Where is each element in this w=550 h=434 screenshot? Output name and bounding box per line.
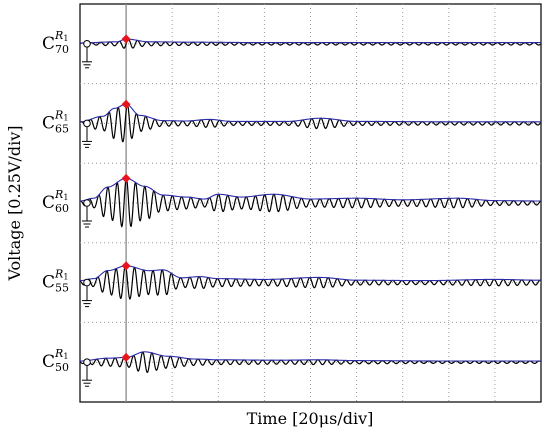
envelope-C70 <box>80 38 541 44</box>
plot-area <box>79 3 542 403</box>
peak-marker-C60 <box>121 173 131 183</box>
channel-label-C65: CR1 65 <box>42 108 69 135</box>
trace-C65 <box>79 99 542 143</box>
ground-symbols <box>82 40 92 387</box>
ground-ring <box>83 278 91 287</box>
channel-label-C70: CR1 70 <box>42 29 69 56</box>
peak-marker-C65 <box>121 99 131 109</box>
ground-ring <box>83 358 91 367</box>
ground-icon <box>82 278 92 308</box>
waveform-C55 <box>79 265 542 300</box>
envelope-C50 <box>79 351 541 362</box>
ground-ring <box>83 199 91 207</box>
waveform-C65 <box>79 103 542 143</box>
envelope-C65 <box>79 103 541 123</box>
ground-ring <box>83 119 91 128</box>
ground-icon <box>82 40 92 69</box>
trace-C55 <box>79 261 542 300</box>
traces <box>79 34 542 374</box>
ground-icon <box>82 119 92 148</box>
peak-marker-C50 <box>121 352 131 362</box>
ground-ring <box>83 40 91 48</box>
envelope-C55 <box>79 265 541 282</box>
trace-C50 <box>79 351 542 374</box>
y-axis-label: Voltage [0.25V/div] <box>5 125 24 281</box>
ground-icon <box>82 199 92 228</box>
channel-label-C60: CR1 60 <box>42 188 69 215</box>
peak-marker-C55 <box>121 261 131 271</box>
channel-label-C55: CR1 55 <box>42 268 69 295</box>
peak-marker-C70 <box>121 34 131 44</box>
channel-labels: CR1 70 CR1 65 CR1 60 CR1 55 CR1 50 <box>42 29 69 374</box>
envelope-C60 <box>79 177 541 202</box>
trace-C60 <box>79 173 542 228</box>
channel-label-C50: CR1 50 <box>42 347 69 374</box>
ground-icon <box>82 358 92 387</box>
x-axis-label: Time [20μs/div] <box>247 409 374 428</box>
trace-C70 <box>79 34 542 49</box>
